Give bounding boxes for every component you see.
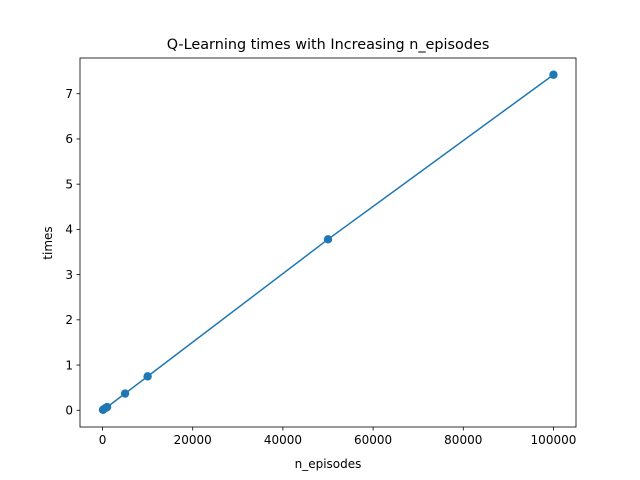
data-point — [549, 70, 558, 79]
x-tick-label: 80000 — [444, 433, 482, 447]
x-tick-label: 40000 — [264, 433, 302, 447]
y-tick-label: 3 — [65, 268, 73, 282]
y-tick-label: 4 — [65, 223, 73, 237]
y-tick-label: 7 — [65, 87, 73, 101]
chart-title: Q-Learning times with Increasing n_episo… — [167, 37, 490, 53]
x-axis: 0 20000 40000 60000 80000 100000 — [99, 427, 577, 447]
plot-area — [98, 70, 558, 415]
y-tick-label: 2 — [65, 313, 73, 327]
y-tick-label: 5 — [65, 177, 73, 191]
y-axis: 0 1 2 3 4 5 6 7 — [65, 87, 80, 418]
data-point — [143, 372, 152, 381]
x-tick-label: 60000 — [354, 433, 392, 447]
axes-frame — [79, 57, 577, 428]
y-tick-label: 1 — [65, 358, 73, 372]
y-tick-label: 6 — [65, 132, 73, 146]
data-point — [323, 235, 333, 244]
data-point — [120, 389, 130, 398]
x-tick-label: 20000 — [174, 433, 212, 447]
y-tick-label: 0 — [65, 404, 73, 418]
x-tick-label: 0 — [99, 433, 107, 447]
x-axis-label: n_episodes — [295, 457, 362, 471]
y-axis-label: times — [41, 226, 55, 259]
x-tick-label: 100000 — [531, 433, 577, 447]
data-point — [102, 402, 112, 412]
